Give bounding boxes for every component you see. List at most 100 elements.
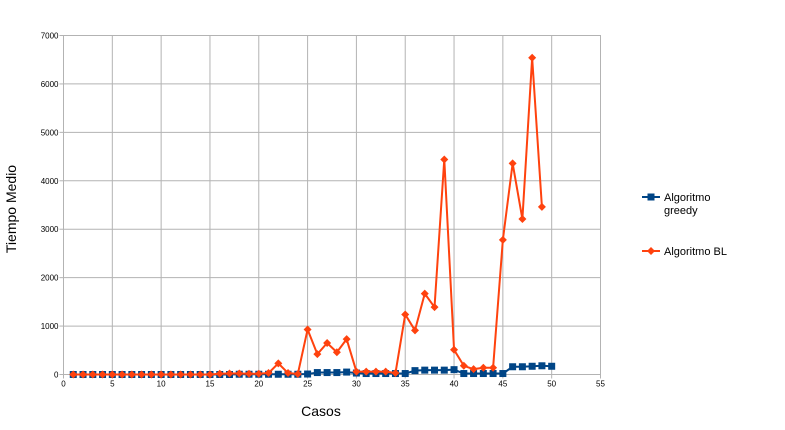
data-point <box>548 362 556 370</box>
data-point <box>401 310 410 319</box>
data-point <box>450 366 458 374</box>
data-point <box>108 370 117 379</box>
data-point <box>127 370 136 379</box>
data-point <box>431 366 439 374</box>
data-point <box>421 366 429 374</box>
data-point <box>469 365 478 374</box>
data-point <box>410 326 419 335</box>
x-tick-label: 5 <box>110 380 115 389</box>
x-tick-label: 30 <box>352 380 361 389</box>
data-point <box>196 370 205 379</box>
data-point <box>450 345 459 354</box>
data-point <box>118 370 127 379</box>
data-point <box>215 369 224 378</box>
data-point <box>313 369 321 377</box>
data-point <box>69 370 78 379</box>
x-tick-label: 20 <box>254 380 263 389</box>
y-tick-label: 2000 <box>41 274 59 283</box>
data-point <box>235 369 244 378</box>
data-point <box>489 370 497 378</box>
data-point <box>333 369 341 377</box>
data-point <box>489 363 498 372</box>
y-tick-label: 3000 <box>41 225 59 234</box>
data-point <box>508 159 517 168</box>
y-tick-label: 5000 <box>41 128 59 137</box>
data-point <box>528 53 537 62</box>
data-point <box>284 369 293 378</box>
data-point <box>343 368 351 376</box>
data-point <box>274 359 283 368</box>
x-tick-label: 10 <box>157 380 166 389</box>
data-point <box>381 367 390 376</box>
data-point <box>362 367 371 376</box>
y-tick-label: 6000 <box>41 80 59 89</box>
plot-area <box>63 35 601 375</box>
x-tick-label: 25 <box>303 380 312 389</box>
series-layer <box>69 53 556 379</box>
x-tick-label: 35 <box>401 380 410 389</box>
data-point <box>371 367 380 376</box>
data-point <box>401 370 409 378</box>
x-tick-label: 50 <box>547 380 556 389</box>
data-point <box>498 235 507 244</box>
legend-swatch-marker <box>647 193 655 201</box>
data-point <box>470 370 478 378</box>
legend-swatch-marker <box>647 247 655 255</box>
data-point <box>479 370 487 378</box>
data-point <box>166 370 175 379</box>
data-point <box>518 363 526 371</box>
data-point <box>499 370 507 378</box>
y-axis-title: Tiempo Medio <box>3 165 19 253</box>
data-point <box>264 369 273 378</box>
data-point <box>528 362 536 370</box>
data-point <box>98 370 107 379</box>
data-point <box>176 370 185 379</box>
legend-label: greedy <box>664 205 698 217</box>
x-tick-label: 55 <box>596 380 605 389</box>
data-point <box>254 369 263 378</box>
data-point <box>88 370 97 379</box>
data-point <box>274 370 282 378</box>
data-point <box>538 362 546 370</box>
x-axis-title: Casos <box>301 403 341 419</box>
x-tick-labels: 0 5 10 15 20 25 30 35 40 45 50 55 <box>61 380 605 389</box>
y-tick-labels: 0 1000 2000 3000 4000 5000 6000 7000 <box>41 32 59 380</box>
x-tick-label: 40 <box>450 380 459 389</box>
x-tick-label: 15 <box>206 380 215 389</box>
data-point <box>304 370 312 378</box>
y-tick-label: 7000 <box>41 32 59 41</box>
data-point <box>460 370 468 378</box>
data-point <box>342 335 351 344</box>
x-tick-label: 0 <box>61 380 66 389</box>
data-point <box>313 350 322 359</box>
legend-item-2: Algoritmo BL <box>642 246 727 258</box>
x-tick-label: 45 <box>498 380 507 389</box>
data-point <box>137 370 146 379</box>
y-tick-label: 1000 <box>41 322 59 331</box>
data-point <box>245 369 254 378</box>
data-point <box>411 367 419 375</box>
data-point <box>332 348 341 357</box>
data-point <box>509 363 517 371</box>
data-point <box>293 370 302 379</box>
legend-label: Algoritmo <box>664 192 710 204</box>
legend-label: Algoritmo BL <box>664 246 727 258</box>
data-point <box>205 370 214 379</box>
data-point <box>303 325 312 334</box>
data-point <box>537 202 546 211</box>
data-point <box>352 367 361 376</box>
data-point <box>186 370 195 379</box>
y-tick-label: 4000 <box>41 177 59 186</box>
data-point <box>430 303 439 312</box>
data-point <box>440 155 449 164</box>
data-point <box>79 370 88 379</box>
data-point <box>420 289 429 298</box>
y-tick-label: 0 <box>54 371 59 380</box>
data-point <box>479 363 488 372</box>
data-point <box>147 370 156 379</box>
data-point <box>157 370 166 379</box>
data-point <box>225 369 234 378</box>
